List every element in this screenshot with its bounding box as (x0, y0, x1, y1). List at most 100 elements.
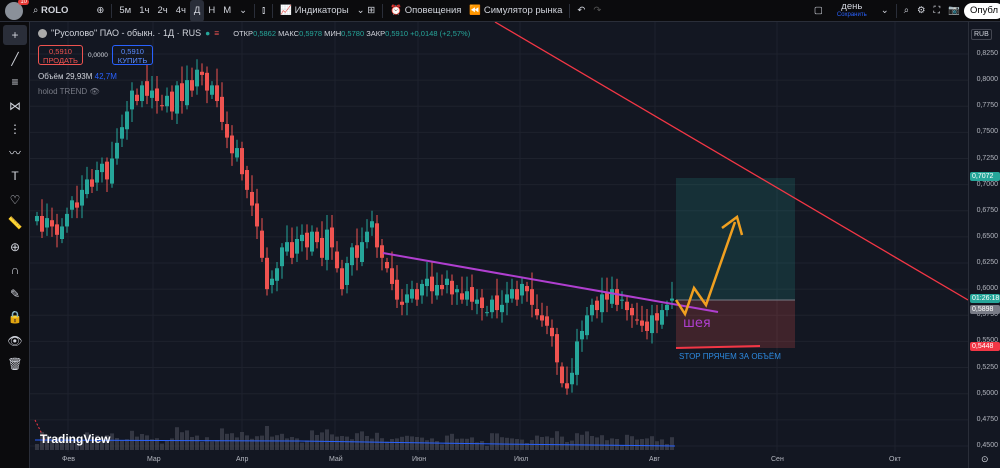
resistance-trendline[interactable] (494, 22, 968, 301)
volume-bar (305, 440, 309, 450)
zoom-icon[interactable]: ⊕ (9, 239, 21, 254)
candle (270, 278, 274, 285)
candle (360, 242, 364, 262)
avatar[interactable]: 10 (5, 0, 29, 20)
price-tick-label: 0,7500 (976, 128, 998, 136)
candle (600, 294, 604, 313)
camera-icon[interactable]: 📷 (948, 5, 961, 16)
interval-5m[interactable]: 5м (119, 5, 132, 16)
interval-2h[interactable]: 2ч (157, 5, 168, 16)
forecast-arrow[interactable] (674, 221, 737, 317)
volume-bar (630, 436, 634, 450)
crosshair-icon[interactable]: + (3, 25, 27, 45)
fib-icon[interactable]: ≡ (11, 75, 19, 89)
candle (90, 179, 94, 187)
volume-bar (245, 435, 249, 450)
volume-bar (640, 439, 644, 450)
volume-bar (40, 432, 44, 450)
volume-bar (380, 438, 384, 450)
volume-bar (665, 444, 669, 450)
trash-icon[interactable]: 🗑 (7, 357, 23, 371)
candle (535, 309, 539, 316)
symbol-title[interactable]: "Русолово" ПАО - обыкн. · 1Д · RUS (51, 28, 202, 38)
candle (250, 191, 254, 206)
candle (220, 96, 224, 122)
candle (275, 268, 279, 281)
interval-week[interactable]: Н (208, 5, 216, 16)
volume-bar (455, 438, 459, 450)
eye-off-icon[interactable]: 👁 (89, 87, 100, 96)
candle (60, 226, 64, 240)
lock-icon[interactable]: 🔒 (7, 310, 23, 324)
time-tick-label: Сен (771, 456, 784, 463)
price-chart[interactable]: шея STOP ПРЯЧЕМ ЗА ОБЪЁМ (30, 22, 968, 452)
publish-button[interactable]: Опубл (964, 2, 1000, 19)
symbol-search[interactable]: ⌕ ROLO (33, 5, 69, 16)
volume-bar (215, 440, 219, 450)
drawing-toolbar: + ╱ ≡ ⋈ ⋮ 〰 T ♡ 📏 ⊕ ∩ ✎ 🔒 👁 🗑 (0, 22, 30, 468)
trendline-icon[interactable]: ╱ (11, 51, 19, 66)
undo-icon[interactable]: ↶ (577, 5, 586, 16)
candle (225, 124, 229, 138)
magnet-icon[interactable]: ∩ (10, 263, 20, 277)
chevron-down-icon[interactable]: ⌄ (880, 5, 889, 16)
simulator-button[interactable]: ⏪ Симулятор рынка (469, 5, 563, 16)
buy-button[interactable]: 0,5910 КУПИТЬ (112, 45, 153, 65)
candle (130, 90, 134, 110)
chevron-down-icon[interactable]: ⌄ (239, 5, 248, 16)
candle (65, 213, 69, 227)
heart-icon[interactable]: ♡ (9, 192, 21, 207)
redo-icon[interactable]: ↷ (593, 5, 602, 16)
fullscreen-icon[interactable]: ⛶ (933, 5, 941, 16)
volume-bar (175, 427, 179, 450)
time-axis[interactable]: Фев Мар Апр Май Июн Июл Авг Сен Окт (30, 452, 968, 468)
candle (510, 289, 514, 299)
neckline[interactable] (382, 252, 719, 313)
quick-search-icon[interactable]: ⌕ (903, 5, 910, 16)
candle (580, 330, 584, 340)
chart-legend: "Русолово" ПАО - обыкн. · 1Д · RUS ● ≡ ОТ… (38, 28, 470, 38)
candles-icon[interactable]: ⫾ (262, 5, 266, 16)
prediction-icon[interactable]: ⋮ (9, 122, 21, 136)
eye-icon[interactable]: 👁 (7, 333, 23, 348)
indicators-button[interactable]: 📈 Индикаторы (280, 5, 349, 16)
interval-day[interactable]: Д (189, 0, 205, 22)
layout-name-button[interactable]: день Сохранить (836, 0, 867, 18)
volume-bar (435, 441, 439, 450)
candle (490, 299, 494, 313)
candle (255, 203, 259, 227)
symbol-logo-icon (38, 28, 47, 38)
volume-bar (660, 439, 664, 450)
layout-square-icon[interactable]: ▢ (813, 5, 823, 16)
volume-bar (465, 438, 469, 450)
currency-button[interactable]: RUB (971, 29, 992, 40)
volume-bar (595, 437, 599, 450)
settings-icon[interactable]: ⊙ (981, 454, 989, 464)
lock-draw-icon[interactable]: ✎ (9, 286, 21, 301)
interval-1h[interactable]: 1ч (139, 5, 150, 16)
plus-circle-icon: ⊕ (96, 5, 105, 16)
text-icon[interactable]: T (11, 169, 19, 183)
interval-month[interactable]: М (223, 5, 232, 16)
compare-button[interactable]: ⊕ (92, 0, 108, 22)
sell-button[interactable]: 0,5910 ПРОДАТЬ (38, 45, 83, 65)
interval-4h[interactable]: 4ч (175, 5, 186, 16)
templates-icon[interactable]: ⌄ ⊞ (356, 5, 376, 16)
volume-bar (460, 438, 464, 450)
ruler-icon[interactable]: 📏 (7, 216, 23, 230)
alerts-button[interactable]: ⏰ Оповещения (390, 5, 462, 16)
pattern-icon[interactable]: ⋈ (9, 98, 21, 113)
volume-bar (390, 439, 394, 450)
brush-icon[interactable]: 〰 (8, 146, 21, 160)
candle (40, 216, 44, 232)
indicator-legend: holod TREND 👁 (38, 87, 100, 96)
settings-icon[interactable]: ⚙ (917, 5, 926, 16)
replay-icon: ⏪ (469, 5, 484, 16)
menu-icon[interactable]: ≡ (214, 28, 220, 38)
volume-bar (180, 432, 184, 450)
price-axis[interactable]: RUB 0,8250 0,8000 0,7750 0,7500 0,7250 0,7000… (968, 22, 1000, 468)
volume-bar (365, 436, 369, 450)
candle (145, 81, 149, 96)
candle (45, 218, 49, 228)
candle (340, 268, 344, 290)
